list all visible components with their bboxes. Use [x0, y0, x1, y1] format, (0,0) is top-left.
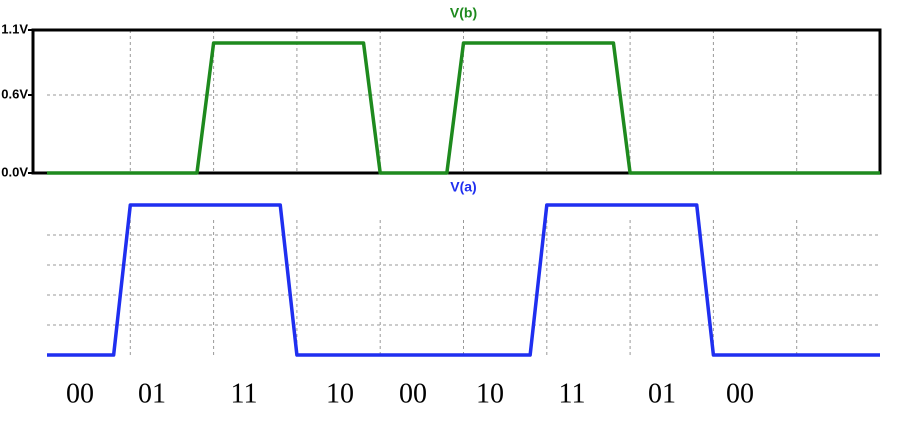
signal-line: [47, 203, 880, 357]
state-label: 00: [399, 378, 427, 409]
state-label: 01: [648, 378, 676, 409]
chart-title: V(b): [450, 5, 477, 21]
plot-frame: [31, 28, 882, 175]
y-tick-label: 0.0V: [1, 164, 28, 179]
state-label: 11: [231, 378, 258, 409]
state-label: 10: [326, 378, 354, 409]
state-label: 11: [559, 378, 586, 409]
signal-line: [47, 41, 880, 175]
state-label: 00: [726, 378, 754, 409]
state-label: 01: [138, 378, 166, 409]
y-tick-label: 1.1V: [1, 21, 28, 36]
y-tick-label: 0.6V: [1, 86, 28, 101]
chart-title: V(a): [450, 179, 476, 195]
state-label: 00: [66, 378, 94, 409]
state-label: 10: [476, 378, 504, 409]
